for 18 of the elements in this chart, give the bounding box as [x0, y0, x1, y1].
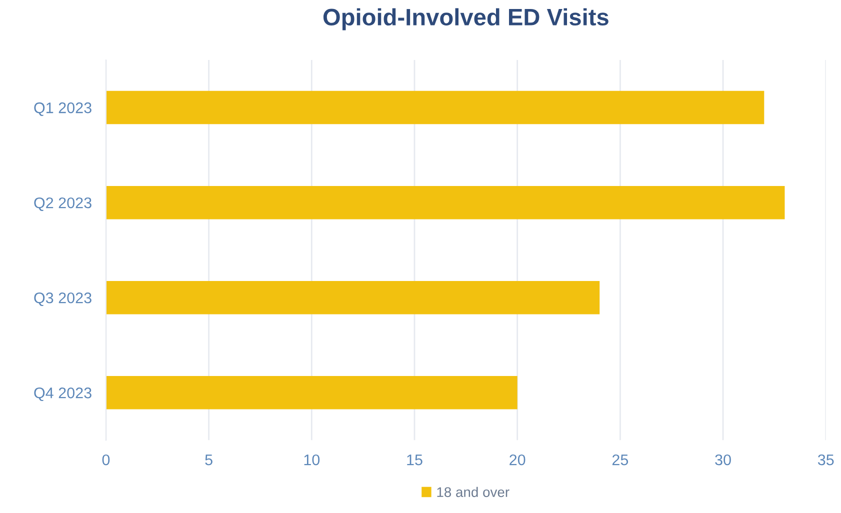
bar — [106, 376, 518, 410]
x-tick-label: 35 — [818, 454, 834, 466]
x-tick-label: 25 — [612, 454, 628, 466]
x-tick-label: 0 — [102, 454, 110, 466]
x-tick-label: 20 — [510, 454, 526, 466]
y-tick-label: Q3 2023 — [34, 292, 92, 306]
bar — [106, 186, 785, 220]
x-tick-label: 10 — [304, 454, 320, 466]
y-tick-label: Q2 2023 — [34, 197, 92, 211]
x-tick-label: 30 — [715, 454, 731, 466]
y-tick-label: Q1 2023 — [34, 102, 92, 116]
bar — [106, 90, 764, 124]
legend-label: 18 and over — [437, 486, 510, 498]
bar — [106, 280, 600, 314]
x-tick-label: 5 — [205, 454, 212, 466]
y-tick-label: Q4 2023 — [34, 388, 92, 402]
chart-title: Opioid-Involved ED Visits — [323, 8, 608, 30]
x-tick-label: 15 — [407, 454, 422, 466]
